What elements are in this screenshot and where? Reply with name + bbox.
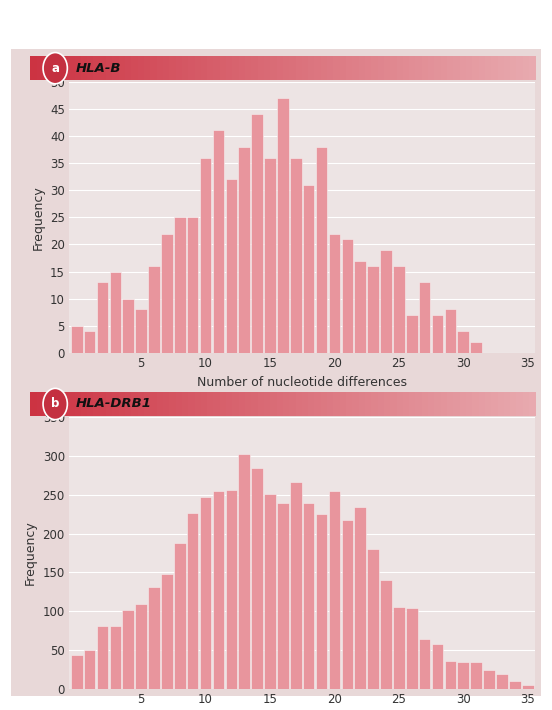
Bar bbox=[264, 158, 276, 353]
Bar bbox=[432, 315, 443, 353]
Bar bbox=[200, 158, 211, 353]
Bar bbox=[135, 604, 147, 689]
Bar bbox=[458, 662, 469, 689]
Bar bbox=[393, 607, 405, 689]
Bar bbox=[444, 661, 456, 689]
Bar bbox=[342, 520, 353, 689]
Bar bbox=[419, 639, 431, 689]
Bar bbox=[522, 685, 533, 689]
Bar bbox=[458, 331, 469, 353]
Bar bbox=[354, 261, 366, 353]
Bar bbox=[406, 608, 417, 689]
Bar bbox=[342, 239, 353, 353]
Bar bbox=[97, 283, 108, 353]
Text: HLA-DRB1: HLA-DRB1 bbox=[76, 398, 152, 410]
Text: HLA-B: HLA-B bbox=[76, 62, 121, 75]
Bar bbox=[444, 310, 456, 353]
Bar bbox=[380, 250, 392, 353]
Text: b: b bbox=[51, 398, 60, 410]
Bar bbox=[432, 644, 443, 689]
Bar bbox=[123, 610, 134, 689]
Bar bbox=[213, 131, 224, 353]
Bar bbox=[148, 266, 160, 353]
Y-axis label: Frequency: Frequency bbox=[24, 520, 37, 586]
Bar bbox=[367, 550, 379, 689]
Bar bbox=[354, 508, 366, 689]
Bar bbox=[419, 283, 431, 353]
Bar bbox=[200, 496, 211, 689]
Bar bbox=[161, 574, 173, 689]
Bar bbox=[303, 185, 315, 353]
Bar bbox=[174, 217, 185, 353]
Bar bbox=[187, 513, 199, 689]
Bar bbox=[470, 662, 482, 689]
Bar bbox=[71, 655, 83, 689]
Bar bbox=[161, 234, 173, 353]
Bar bbox=[367, 266, 379, 353]
Bar bbox=[251, 468, 263, 689]
Bar bbox=[264, 494, 276, 689]
Bar bbox=[110, 271, 121, 353]
Bar bbox=[226, 490, 237, 689]
Bar bbox=[393, 266, 405, 353]
Bar bbox=[148, 587, 160, 689]
Bar bbox=[496, 674, 508, 689]
Bar bbox=[238, 147, 250, 353]
Bar bbox=[84, 331, 95, 353]
X-axis label: Number of nucleotide differences: Number of nucleotide differences bbox=[197, 376, 407, 388]
Bar bbox=[226, 180, 237, 353]
Bar bbox=[470, 342, 482, 353]
Bar bbox=[110, 626, 121, 689]
Bar bbox=[123, 299, 134, 353]
Bar bbox=[316, 147, 327, 353]
Bar bbox=[316, 513, 327, 689]
Bar bbox=[290, 482, 301, 689]
Bar bbox=[277, 503, 289, 689]
Text: a: a bbox=[51, 62, 59, 75]
Bar bbox=[380, 580, 392, 689]
Bar bbox=[406, 315, 417, 353]
Bar bbox=[213, 491, 224, 689]
Bar bbox=[238, 454, 250, 689]
Bar bbox=[290, 158, 301, 353]
Y-axis label: Frequency: Frequency bbox=[31, 185, 44, 250]
Bar bbox=[135, 310, 147, 353]
Bar bbox=[187, 217, 199, 353]
Bar bbox=[277, 98, 289, 353]
Bar bbox=[97, 626, 108, 689]
Bar bbox=[483, 670, 495, 689]
Bar bbox=[71, 326, 83, 353]
Bar bbox=[509, 681, 521, 689]
Bar bbox=[328, 234, 340, 353]
Bar bbox=[84, 650, 95, 689]
Bar bbox=[328, 491, 340, 689]
Bar bbox=[174, 543, 185, 689]
Bar bbox=[303, 503, 315, 689]
Bar bbox=[251, 114, 263, 353]
